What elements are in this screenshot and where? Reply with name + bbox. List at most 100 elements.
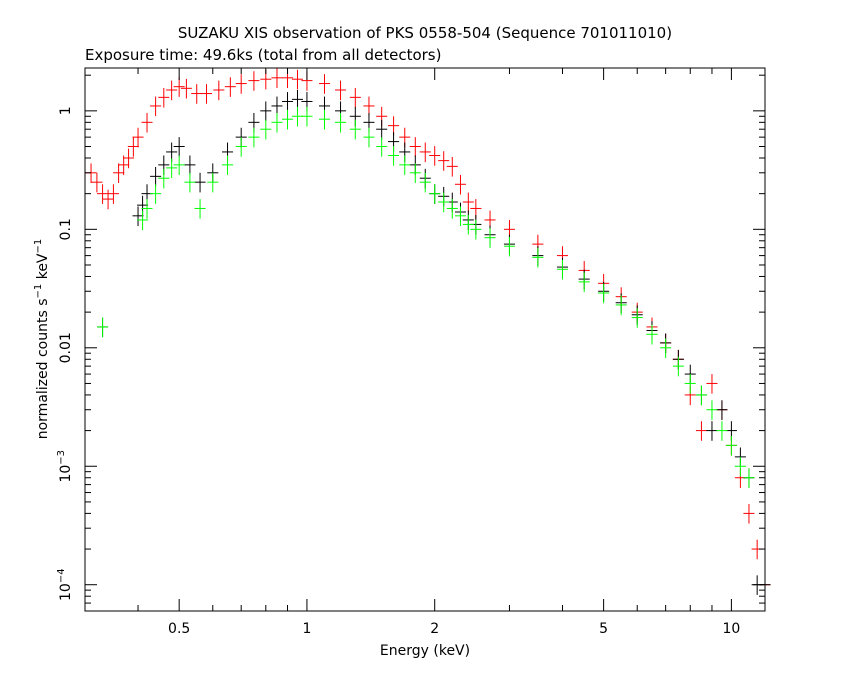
x-tick-label: 5: [599, 621, 608, 637]
data-point: [615, 295, 627, 316]
y-tick-base: 0.1: [58, 218, 74, 240]
y-tick-label-text: 1: [58, 106, 74, 115]
data-point: [335, 112, 347, 133]
data-point: [97, 317, 109, 338]
data-point: [454, 174, 467, 195]
chart-title: SUZAKU XIS observation of PKS 0558-504 (…: [178, 24, 672, 42]
data-point: [462, 215, 474, 235]
data-point: [446, 199, 458, 219]
data-point: [184, 172, 196, 193]
data-point: [429, 184, 441, 204]
data-point: [194, 199, 206, 219]
data-point: [281, 92, 294, 112]
y-tick-label-text: 0.1: [58, 218, 74, 240]
data-point: [318, 74, 331, 94]
x-tick-label: 2: [430, 621, 439, 637]
data-point: [716, 400, 728, 420]
y-axis: 1 0.1 0.01 10−3 10−4: [56, 74, 765, 612]
data-point: [180, 78, 192, 99]
y-tick-base: 0.01: [58, 332, 74, 363]
data-point: [716, 421, 728, 441]
data-point: [376, 119, 388, 140]
data-point: [141, 199, 153, 219]
x-tick-label: 10: [722, 621, 740, 637]
y-tick-label: 0.01: [58, 332, 74, 363]
data-point: [335, 80, 347, 101]
data-point: [224, 77, 236, 97]
data-point: [118, 155, 130, 176]
data-point: [173, 137, 185, 157]
data-point: [260, 119, 272, 140]
data-point: [446, 156, 458, 177]
data-point: [646, 324, 658, 345]
y-tick-base: 10: [58, 583, 74, 601]
data-point: [376, 137, 388, 157]
data-point: [166, 158, 178, 179]
data-point: [221, 155, 234, 176]
data-point: [419, 172, 431, 193]
data-point: [672, 356, 684, 377]
data-point: [102, 189, 114, 210]
data-point: [349, 87, 361, 108]
y-tick-label-text: 10−3: [56, 450, 74, 483]
x-tick-label: 0.5: [168, 621, 190, 637]
x-axis: 0.5 1 2 5 10: [84, 68, 740, 637]
data-point: [631, 308, 643, 328]
data-point: [248, 127, 260, 148]
data-point: [150, 166, 162, 187]
data-point: [173, 155, 185, 176]
series-2: [97, 106, 755, 488]
series-1: [97, 89, 771, 595]
data-point: [271, 96, 283, 117]
data-point: [725, 436, 737, 456]
data-point: [271, 112, 283, 133]
data-point: [191, 84, 203, 104]
data-point: [503, 236, 515, 257]
data-point: [409, 163, 421, 184]
data-point: [91, 172, 103, 193]
data-point: [158, 168, 170, 189]
data-point: [532, 247, 544, 268]
data-point: [235, 137, 247, 157]
data-point: [706, 400, 718, 420]
data-point: [184, 155, 196, 176]
y-tick-label: 0.1: [58, 218, 74, 240]
y-tick-label-text: 0.01: [58, 332, 74, 363]
y-tick-exponent: −4: [56, 568, 67, 583]
data-point: [107, 184, 119, 204]
y-tick-base: 1: [58, 106, 74, 115]
data-point: [462, 192, 474, 213]
data-point: [349, 119, 361, 140]
data-point: [706, 421, 718, 441]
data-point: [556, 259, 569, 280]
data-point: [743, 468, 755, 488]
data-point: [419, 142, 431, 163]
data-point: [484, 228, 496, 248]
data-point: [194, 172, 206, 193]
data-point: [684, 374, 696, 394]
plot-frame: [84, 67, 766, 612]
data-point: [470, 219, 482, 240]
data-point: [301, 106, 313, 127]
data-point: [291, 69, 304, 90]
y-axis-label-exp2: −1: [33, 239, 44, 254]
data-point: [132, 206, 144, 227]
data-point: [207, 172, 219, 193]
data-point: [166, 80, 178, 101]
data-point: [363, 96, 375, 117]
data-point: [150, 96, 162, 117]
data-point: [97, 184, 109, 204]
data-point: [363, 127, 375, 148]
data-point: [438, 151, 450, 171]
data-point: [291, 89, 304, 110]
data-point: [291, 106, 304, 127]
data-point: [137, 210, 149, 231]
x-tick-label: 1: [302, 621, 311, 637]
data-point: [260, 101, 272, 122]
data-point: [248, 71, 260, 91]
data-point: [113, 163, 125, 184]
data-point: [399, 155, 411, 176]
y-axis-label-prefix: normalized counts s: [35, 298, 51, 439]
data-point: [695, 421, 707, 441]
